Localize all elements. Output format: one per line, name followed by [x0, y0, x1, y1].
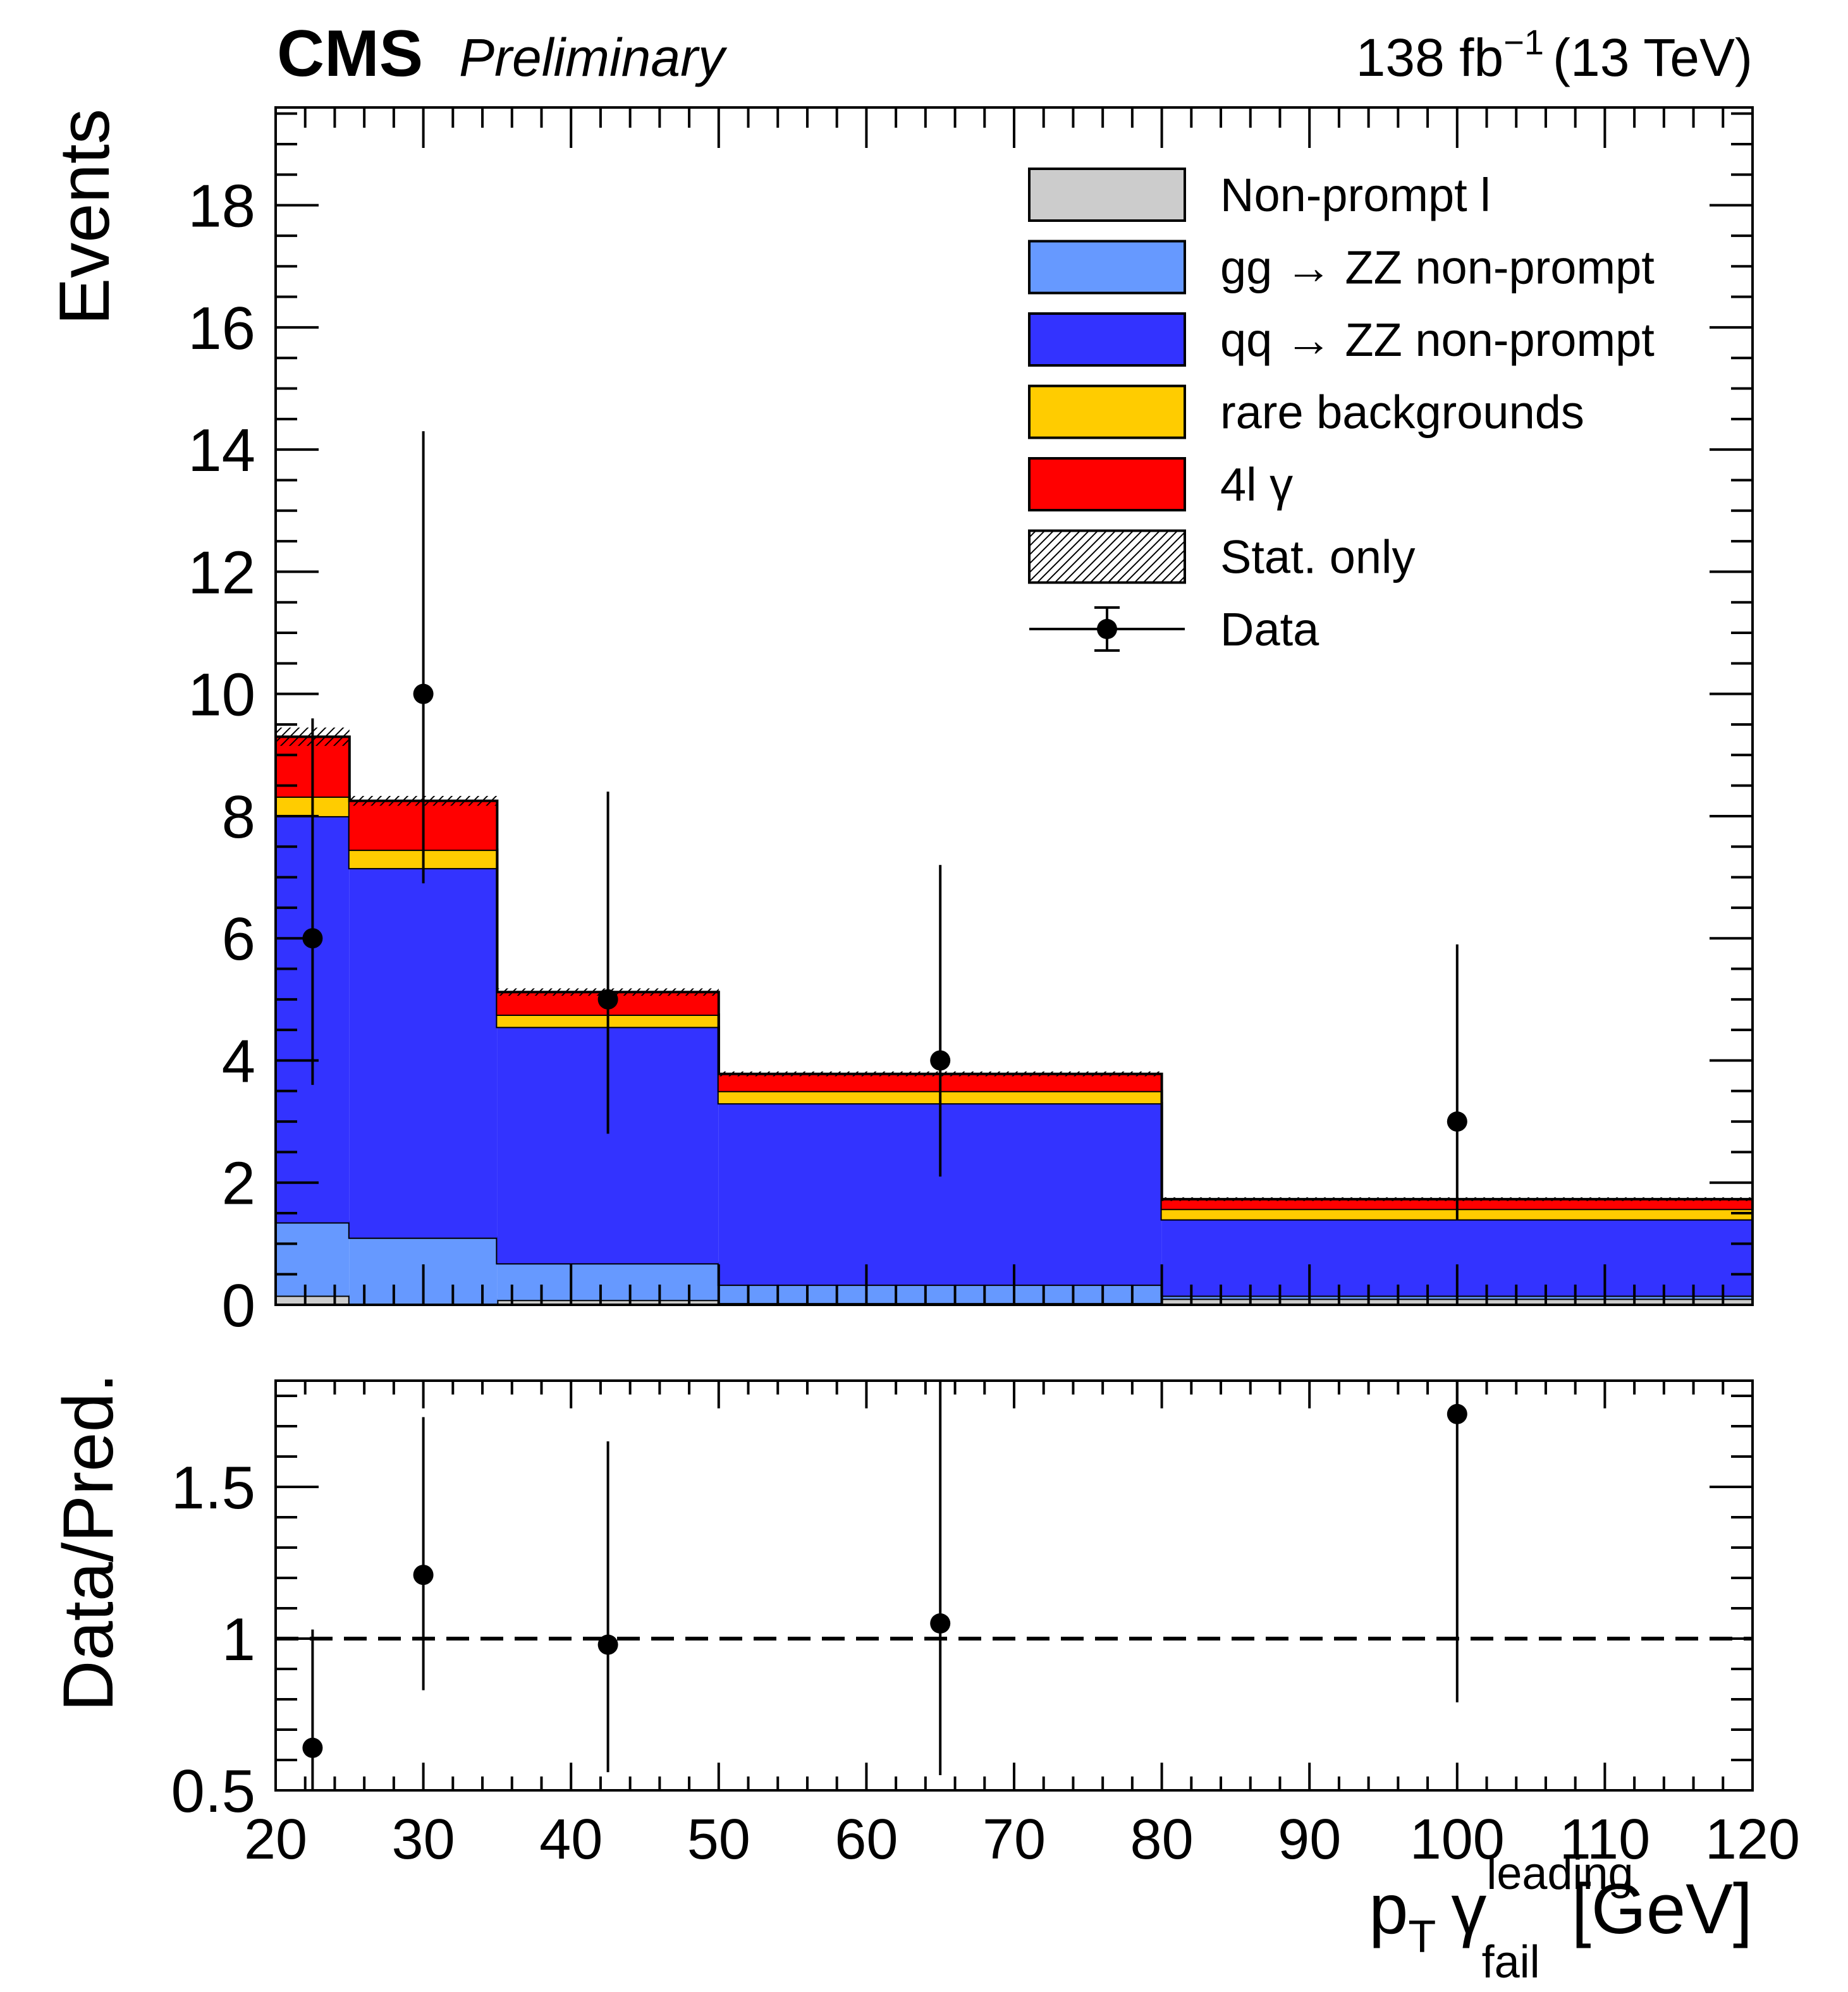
- x-tick-label: 120: [1705, 1808, 1800, 1871]
- x-tick-label: 70: [982, 1808, 1046, 1871]
- ratio-point: [597, 1634, 618, 1655]
- ratio-plot-panel: 0.5 1 1.5 20 30 40 50 60 70 80 90 100 110 120 Data/P…: [49, 1373, 1800, 1871]
- data-points: [302, 431, 1467, 1219]
- legend-swatch: [1028, 312, 1186, 367]
- main-plot-panel: 0 2 4 6 8 10 12 14 16 18 Events: [45, 106, 1754, 1340]
- x-label-p: p: [1369, 1869, 1408, 1948]
- data-point: [597, 989, 618, 1010]
- bar-non-prompt-l: [276, 1295, 350, 1305]
- ratio-y-tick-labels: 0.5 1 1.5: [171, 1454, 255, 1825]
- x-label-sub-T: T: [1408, 1912, 1436, 1962]
- y-tick-label: 2: [222, 1150, 255, 1218]
- legend-entry-4l: 4l γ: [1028, 457, 1293, 511]
- ratio-plot-frame: [274, 1379, 1754, 1792]
- x-label-gamma: γ: [1451, 1869, 1486, 1948]
- legend-swatch: [1028, 240, 1186, 295]
- legend-label: gg → ZZ non-prompt: [1220, 241, 1655, 294]
- preliminary-label: Preliminary: [459, 28, 728, 87]
- main-plot-frame: [274, 106, 1754, 1306]
- data-point: [413, 683, 434, 704]
- y-tick-label: 1: [222, 1606, 255, 1673]
- lumi-value: 138 fb: [1356, 28, 1504, 87]
- lumi-label: 138 fb−1 (13 TeV): [1356, 22, 1753, 87]
- ratio-point: [302, 1737, 323, 1758]
- y-tick-label: 14: [188, 417, 255, 484]
- legend-label: Data: [1220, 603, 1319, 656]
- x-tick-label: 30: [392, 1808, 455, 1871]
- x-tick-label: 100: [1410, 1808, 1505, 1871]
- lumi-exponent: −1: [1503, 22, 1544, 62]
- y-tick-label: 12: [188, 539, 255, 606]
- legend-swatch: [1028, 168, 1186, 222]
- bar-non-prompt-l: [497, 1300, 719, 1305]
- y-tick-label: 18: [188, 173, 255, 240]
- x-tick-label: 20: [244, 1808, 307, 1871]
- x-tick-label: 60: [835, 1808, 898, 1871]
- legend-swatch: [1028, 384, 1186, 439]
- legend: Non-prompt l gg → ZZ non-prompt qq → ZZ no…: [1028, 168, 1655, 656]
- legend-label: qq → ZZ non-prompt: [1220, 314, 1655, 366]
- x-axis-label: pT γleading fail [GeV]: [1369, 1848, 1753, 1988]
- x-tick-label: 110: [1560, 1808, 1650, 1871]
- x-label-unit: [GeV]: [1572, 1869, 1753, 1948]
- legend-entry-gg-zz-non-prompt: gg → ZZ non-prompt: [1028, 240, 1655, 295]
- legend-swatch: [1028, 457, 1186, 511]
- legend-data-marker: [1097, 619, 1117, 639]
- y-tick-label: 6: [222, 905, 255, 973]
- x-tick-labels: 20 30 40 50 60 70 80 90 100 110 120: [244, 1808, 1800, 1871]
- data-point: [930, 1050, 951, 1071]
- y-axis-label-events: Events: [45, 109, 124, 325]
- legend-label: rare backgrounds: [1220, 386, 1584, 439]
- y-tick-label: 4: [222, 1027, 255, 1095]
- data-point: [1447, 1111, 1467, 1132]
- legend-entry-qq-zz-non-prompt: qq → ZZ non-prompt: [1028, 312, 1655, 367]
- x-tick-label: 90: [1278, 1808, 1341, 1871]
- x-label-sup-leading: leading: [1486, 1848, 1633, 1899]
- x-tick-label: 80: [1130, 1808, 1194, 1871]
- legend-label: Non-prompt l: [1220, 169, 1491, 221]
- y-tick-label: 0: [222, 1272, 255, 1340]
- legend-label: 4l γ: [1220, 458, 1293, 511]
- stacked-histogram: [276, 735, 1753, 1305]
- cms-label: CMS: [277, 17, 423, 90]
- energy-label: (13 TeV): [1553, 28, 1753, 87]
- legend-entry-data: Data: [1029, 603, 1319, 656]
- ratio-points: [302, 1381, 1467, 1790]
- legend-label: Stat. only: [1220, 531, 1416, 584]
- x-tick-label: 40: [539, 1808, 603, 1871]
- y-tick-label: 1.5: [171, 1454, 255, 1522]
- y-tick-label: 16: [188, 295, 255, 362]
- ratio-point: [413, 1565, 434, 1586]
- bar-gg-zz-non-prompt: [718, 1285, 1162, 1304]
- legend-entry-non-prompt-l: Non-prompt l: [1028, 168, 1491, 222]
- bar-gg-zz-non-prompt: [497, 1263, 719, 1300]
- legend-entry-stat-only: Stat. only: [1028, 529, 1416, 584]
- main-y-tick-labels: 0 2 4 6 8 10 12 14 16 18: [188, 173, 255, 1340]
- bar-gg-zz-non-prompt: [276, 1222, 350, 1296]
- legend-entry-rare-backgrounds: rare backgrounds: [1028, 384, 1584, 439]
- y-tick-label: 8: [222, 783, 255, 851]
- y-tick-label: 10: [188, 661, 255, 729]
- y-tick-label: 0.5: [171, 1757, 255, 1825]
- y-axis-label-ratio: Data/Pred.: [49, 1373, 128, 1711]
- ratio-point: [930, 1613, 951, 1634]
- x-label-sub-fail: fail: [1482, 1937, 1540, 1988]
- main-axis-ticks: [274, 107, 1754, 1306]
- ratio-point: [1447, 1403, 1467, 1424]
- legend-swatch-hatched: [1028, 529, 1186, 584]
- x-tick-label: 50: [687, 1808, 750, 1871]
- bar-qq-zz-non-prompt: [349, 868, 498, 1238]
- ratio-axis-ticks: [274, 1381, 1754, 1792]
